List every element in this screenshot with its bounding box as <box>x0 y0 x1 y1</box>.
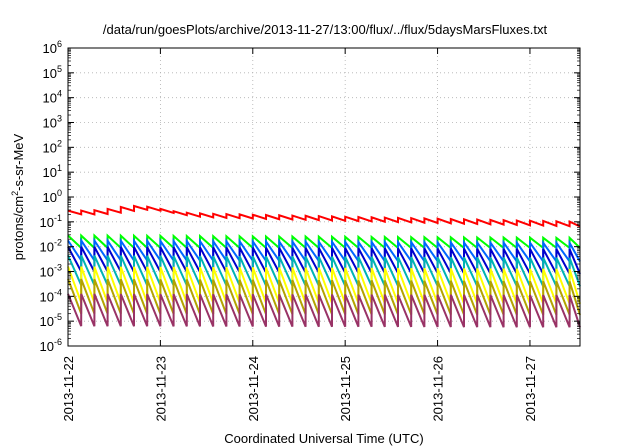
y-tick-label: 10-5 <box>40 312 62 329</box>
x-tick-label: 2013-11-24 <box>246 356 261 422</box>
y-axis: 10-6 10-5 10-4 10-3 10-2 10-1 100 101 102 103 104 1… <box>40 39 580 354</box>
series-line-7 <box>67 278 581 316</box>
series-line-5 <box>67 254 581 287</box>
series-line-8 <box>67 293 581 328</box>
series-line-1 <box>67 204 581 228</box>
y-tick-label: 103 <box>43 114 62 131</box>
y-tick-label: 10-1 <box>40 213 62 230</box>
y-tick-label: 106 <box>43 39 62 56</box>
chart-title: /data/run/goesPlots/archive/2013-11-27/1… <box>103 22 548 37</box>
series-line-3 <box>67 237 581 265</box>
series-layer <box>67 204 581 328</box>
y-tick-label: 100 <box>43 188 62 205</box>
y-tick-label: 102 <box>43 138 62 155</box>
y-tick-label: 10-4 <box>40 287 62 304</box>
series-line-6 <box>67 266 581 305</box>
y-tick-label: 10-2 <box>40 238 62 255</box>
y-axis-label: protons/cm2-s-sr-MeV <box>10 133 26 260</box>
x-tick-label: 2013-11-23 <box>153 356 168 422</box>
y-tick-label: 104 <box>43 89 62 106</box>
series-line-4 <box>67 246 581 275</box>
series-line-2 <box>67 233 581 251</box>
x-tick-label: 2013-11-27 <box>523 356 538 422</box>
x-axis: 2013-11-22 2013-11-23 2013-11-24 2013-11-25… <box>61 48 538 422</box>
y-tick-label: 10-6 <box>40 337 62 354</box>
x-tick-label: 2013-11-25 <box>338 356 353 422</box>
y-tick-label: 101 <box>43 163 62 180</box>
x-axis-label: Coordinated Universal Time (UTC) <box>224 431 423 446</box>
x-tick-label: 2013-11-22 <box>61 356 76 422</box>
y-tick-label: 10-3 <box>40 263 62 280</box>
x-tick-label: 2013-11-26 <box>431 356 446 422</box>
y-tick-label: 105 <box>43 64 62 81</box>
